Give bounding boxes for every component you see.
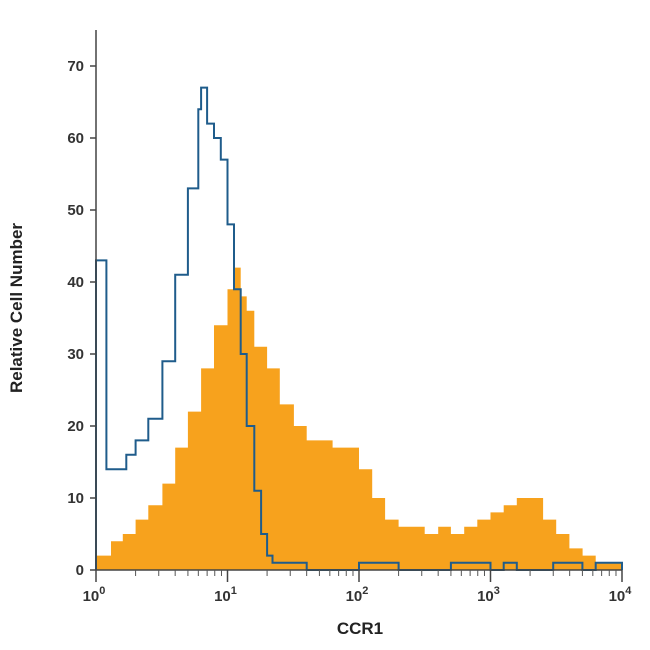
y-tick-label: 10 — [67, 490, 84, 507]
y-tick-label: 20 — [67, 418, 84, 435]
y-tick-label: 60 — [67, 130, 84, 147]
y-tick-label: 0 — [76, 562, 84, 579]
y-tick-label: 30 — [67, 346, 84, 363]
y-tick-label: 40 — [67, 274, 84, 291]
x-axis-title: CCR1 — [337, 619, 383, 638]
x-tick-label: 104 — [609, 585, 633, 605]
x-tick-label: 103 — [477, 585, 500, 605]
x-tick-label: 102 — [346, 585, 369, 605]
x-axis: 100 101 102 103 104 — [83, 569, 633, 605]
y-axis: 0 10 20 30 40 50 60 70 — [67, 30, 97, 579]
y-axis-title: Relative Cell Number — [7, 223, 26, 393]
series-stained-area — [96, 267, 622, 570]
x-tick-label: 100 — [83, 585, 106, 605]
plot-area — [95, 86, 623, 571]
x-tick-label: 101 — [214, 585, 237, 605]
y-tick-label: 50 — [67, 202, 84, 219]
y-tick-label: 70 — [67, 58, 84, 75]
